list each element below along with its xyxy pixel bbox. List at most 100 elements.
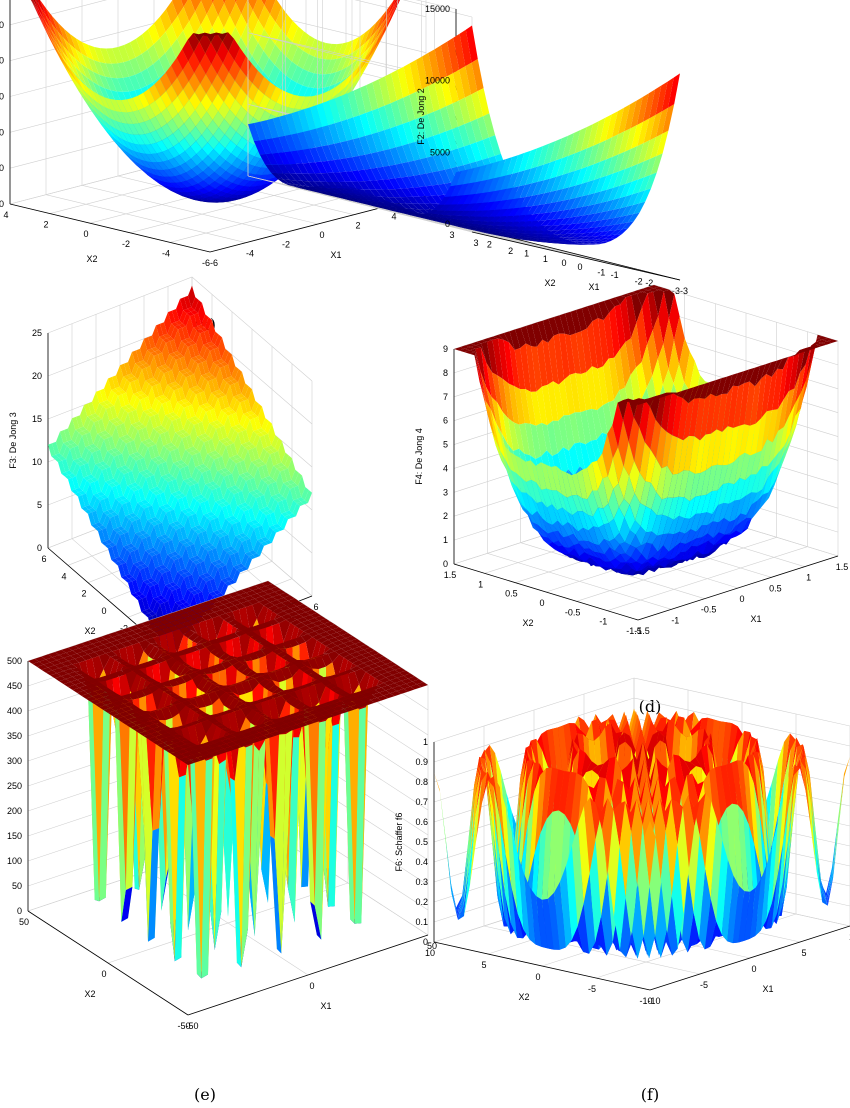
surface-cell [216, 367, 224, 390]
surface-cell [118, 144, 130, 158]
surface-cell [37, 0, 46, 16]
surface-cell [237, 161, 250, 172]
z-tick-label: 15 [32, 414, 42, 424]
surface-cell [242, 476, 250, 481]
surface-cell [170, 445, 178, 450]
surface-cell [154, 460, 162, 465]
surface-cell [157, 476, 165, 490]
surface-cell [662, 369, 674, 403]
surface-cell [86, 478, 94, 484]
surface-cell [186, 592, 194, 606]
surface-cell [241, 502, 249, 507]
surface-cell [176, 298, 184, 321]
surface-cell [244, 445, 252, 451]
surface-cell [552, 210, 564, 220]
surface-cell [108, 376, 116, 390]
surface-cell [302, 54, 315, 72]
surface-cell [160, 91, 172, 109]
surface-cell [139, 530, 147, 535]
surface-cell [141, 380, 149, 394]
surface-cell [649, 111, 662, 141]
surface-cell [144, 443, 152, 448]
surface-cell [54, 48, 67, 70]
surface-cell [346, 157, 359, 172]
surface-cell [114, 514, 122, 528]
surface-cell [415, 116, 428, 140]
surface-cell [153, 179, 165, 188]
surface-cell [232, 518, 240, 523]
surface-cell [559, 313, 571, 336]
surface-cell [228, 579, 236, 585]
surface-cell [281, 14, 293, 37]
surface-cell [102, 409, 110, 431]
surface-cell [163, 169, 175, 177]
surface-cell [300, 96, 312, 110]
surface-cell [230, 383, 238, 397]
surface-cell [709, 543, 720, 553]
surface-cell [105, 420, 113, 434]
surface-cell [470, 142, 483, 162]
surface-cell [229, 396, 237, 410]
surface-cell [172, 359, 180, 382]
surface-cell [246, 538, 254, 552]
surface-cell [530, 423, 542, 459]
surface-cell [262, 177, 274, 186]
surface-cell [202, 155, 214, 167]
surface-cell [190, 531, 198, 544]
surface-cell [190, 141, 202, 155]
surface-cell [283, 173, 296, 181]
surface-cell [266, 454, 274, 476]
surface-cell [152, 495, 160, 517]
z-tick-label: 40 [0, 56, 4, 66]
surface-cell [563, 185, 576, 201]
surface-cell [432, 171, 445, 185]
surface-cell [114, 395, 122, 418]
surface-cell [593, 140, 606, 165]
surface-cell [159, 505, 167, 510]
surface-cell [184, 516, 192, 539]
surface-cell [186, 422, 194, 436]
surface-cell [559, 333, 570, 380]
surface-cell [158, 569, 166, 574]
surface-cell [231, 157, 244, 169]
surface-cell [101, 124, 113, 139]
surface-cell [51, 29, 63, 52]
surface-cell [340, 185, 353, 189]
surface-cell [497, 231, 510, 234]
surface-cell [199, 53, 212, 75]
surface-cell [167, 133, 179, 147]
surface-cell [227, 189, 239, 195]
surface-cell [383, 149, 396, 166]
surface-cell [180, 407, 188, 430]
surface-cell [378, 76, 391, 106]
surface-cell [164, 181, 176, 188]
surface-cell [141, 68, 153, 86]
surface-cell [184, 117, 196, 133]
surface-cell [359, 135, 372, 155]
surface-cell [212, 424, 220, 429]
surface-cell [613, 168, 626, 188]
surface-cell [488, 190, 501, 203]
surface-cell [60, 54, 72, 76]
surface-cell [147, 408, 155, 413]
surface-cell [241, 383, 249, 397]
surface-cell [129, 57, 142, 75]
surface-cell [136, 399, 144, 422]
surface-cell [283, 481, 291, 486]
x-axis [471, 231, 681, 281]
surface-cell [167, 553, 175, 558]
surface-cell [444, 195, 457, 205]
surface-cell [193, 436, 201, 450]
surface-cell [371, 132, 384, 152]
surface-cell [674, 316, 685, 365]
surface-cell [178, 387, 186, 401]
surface-cell [286, 41, 298, 62]
surface-cell [572, 233, 585, 238]
surface-cell [229, 99, 242, 117]
surface-cell [250, 418, 258, 432]
surface-cell [805, 346, 816, 350]
surface-cell [161, 585, 169, 599]
surface-cell [114, 501, 122, 515]
surface-cell [134, 157, 147, 168]
surface-cell [199, 463, 207, 469]
